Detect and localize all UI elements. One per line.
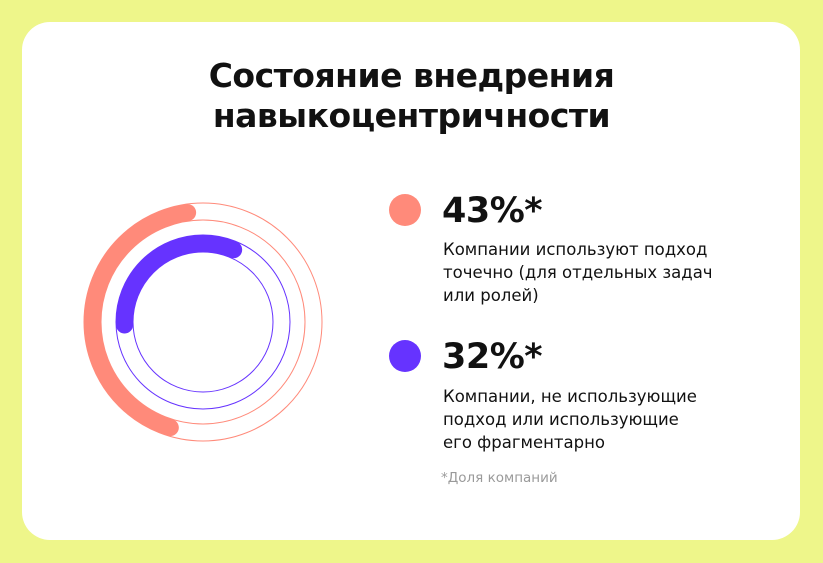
chart-title: Состояние внедрения навыкоцентричности <box>0 56 823 136</box>
value-label-1: 43%* <box>442 191 543 231</box>
title-line-2: навыкоцентричности <box>212 96 611 135</box>
value-label-2: 32%* <box>442 337 543 377</box>
desc-line: Компании, не использующие <box>443 387 697 406</box>
title-line-1: Состояние внедрения <box>208 56 615 95</box>
desc-line: его фрагментарно <box>443 433 605 452</box>
legend-desc-1: Компании используют подход точечно (для … <box>443 238 783 307</box>
radial-bar-2 <box>116 235 243 334</box>
ring-track-1-inner <box>100 219 306 425</box>
desc-line: Компании используют подход <box>443 240 708 259</box>
desc-line: подход или использующие <box>443 410 679 429</box>
legend-dot-coral <box>389 194 421 226</box>
card <box>22 22 800 540</box>
radial-bar-1 <box>84 204 197 437</box>
footnote: *Доля компаний <box>441 470 558 486</box>
ring-track-2-inner <box>132 251 274 393</box>
desc-line: точечно (для отдельных задач <box>443 263 713 282</box>
desc-line: или ролей) <box>443 286 539 305</box>
legend-dot-purple <box>389 340 421 372</box>
legend-desc-2: Компании, не использующие подход или исп… <box>443 385 783 454</box>
